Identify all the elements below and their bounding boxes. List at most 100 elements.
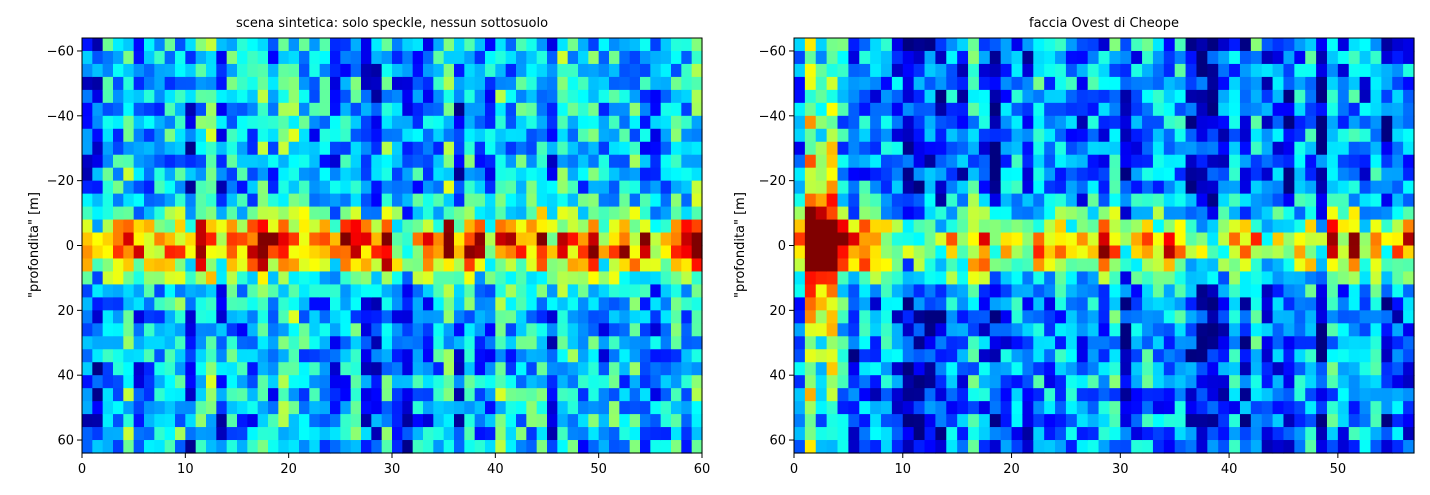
heatmap-cell — [1185, 323, 1198, 337]
heatmap-cell — [815, 89, 828, 104]
heatmap-cell — [957, 89, 969, 104]
heatmap-cell — [1152, 76, 1165, 91]
heatmap-cell — [175, 154, 186, 169]
heatmap-cell — [1250, 440, 1263, 454]
heatmap-cell — [1294, 440, 1306, 454]
heatmap-cell — [257, 232, 269, 247]
heatmap-cell — [1316, 206, 1328, 221]
heatmap-cell — [578, 38, 589, 52]
heatmap-cell — [433, 63, 445, 78]
heatmap-cell — [1250, 414, 1263, 428]
heatmap-cell — [1022, 167, 1034, 182]
heatmap-cell — [598, 440, 610, 454]
heatmap-cell — [681, 102, 693, 117]
heatmap-cell — [957, 414, 969, 428]
heatmap-cell — [1326, 141, 1339, 156]
heatmap-cell — [815, 440, 828, 454]
heatmap-cell — [123, 180, 135, 195]
heatmap-cell — [1120, 167, 1132, 182]
heatmap-cell — [859, 297, 871, 311]
heatmap-cell — [891, 310, 904, 324]
heatmap-cell — [978, 323, 991, 337]
heatmap-cell — [978, 167, 991, 182]
heatmap-cell — [92, 401, 104, 415]
heatmap-cell — [1218, 154, 1230, 169]
heatmap-cell — [1033, 219, 1045, 234]
heatmap-cell — [902, 50, 915, 65]
heatmap-cell — [1033, 89, 1045, 104]
heatmap-cell — [392, 414, 403, 428]
heatmap-cell — [175, 310, 186, 324]
heatmap-cell — [154, 50, 166, 65]
heatmap-cell — [350, 38, 362, 52]
heatmap-cell — [619, 167, 631, 182]
heatmap-cell — [1403, 375, 1415, 389]
heatmap-cell — [144, 388, 155, 402]
heatmap-cell — [206, 102, 217, 117]
heatmap-cell — [1283, 310, 1295, 324]
heatmap-cell — [848, 115, 860, 130]
heatmap-cell — [1065, 219, 1078, 234]
heatmap-cell — [968, 102, 980, 117]
heatmap-cell — [1403, 50, 1415, 65]
heatmap-cell — [837, 440, 849, 454]
heatmap-cell — [804, 115, 817, 130]
y-tick-label: −20 — [47, 174, 74, 189]
heatmap-cell — [660, 180, 672, 195]
heatmap-cell — [257, 258, 269, 273]
heatmap-cell — [206, 141, 217, 156]
heatmap-cell — [381, 219, 393, 234]
heatmap-cell — [299, 401, 310, 415]
heatmap-cell — [837, 271, 849, 286]
heatmap-cell — [216, 258, 228, 273]
heatmap-cell — [935, 89, 947, 104]
heatmap-cell — [1142, 219, 1154, 234]
heatmap-cell — [1229, 427, 1241, 441]
heatmap-cell — [164, 401, 176, 415]
heatmap-cell — [247, 375, 259, 389]
heatmap-cell — [1131, 388, 1143, 402]
heatmap-cell — [1207, 206, 1219, 221]
heatmap-cell — [216, 401, 228, 415]
heatmap-cell — [1294, 219, 1306, 234]
heatmap-cell — [681, 440, 693, 454]
heatmap-cell — [1152, 284, 1165, 298]
heatmap-cell — [257, 38, 269, 52]
heatmap-cell — [526, 440, 538, 454]
heatmap-cell — [164, 167, 176, 182]
heatmap-cell — [924, 388, 937, 402]
heatmap-cell — [185, 180, 197, 195]
heatmap-cell — [309, 206, 321, 221]
heatmap-cell — [1403, 128, 1415, 143]
heatmap-cell — [1163, 38, 1176, 52]
heatmap-cell — [371, 232, 383, 247]
heatmap-cell — [609, 38, 620, 52]
heatmap-cell — [1305, 38, 1317, 52]
heatmap-cell — [567, 193, 579, 208]
heatmap-cell — [1229, 193, 1241, 208]
heatmap-cell — [1326, 258, 1339, 273]
heatmap-cell — [340, 102, 352, 117]
heatmap-cell — [1403, 141, 1415, 156]
heatmap-cell — [578, 440, 589, 454]
heatmap-cell — [1076, 128, 1089, 143]
heatmap-cell — [1076, 323, 1089, 337]
heatmap-cell — [1000, 349, 1013, 363]
heatmap-cell — [278, 167, 290, 182]
heatmap-cell — [123, 336, 135, 350]
heatmap-cell — [978, 297, 991, 311]
heatmap-cell — [206, 427, 217, 441]
heatmap-cell — [330, 271, 341, 286]
heatmap-cell — [1261, 310, 1274, 324]
heatmap-cell — [567, 167, 579, 182]
heatmap-cell — [485, 323, 496, 337]
heatmap-cell — [935, 375, 947, 389]
heatmap-cell — [578, 401, 589, 415]
heatmap-cell — [650, 258, 662, 273]
heatmap-cell — [650, 232, 662, 247]
heatmap-cell — [837, 349, 849, 363]
heatmap-cell — [226, 89, 238, 104]
heatmap-cell — [1098, 89, 1111, 104]
heatmap-cell — [837, 245, 849, 260]
